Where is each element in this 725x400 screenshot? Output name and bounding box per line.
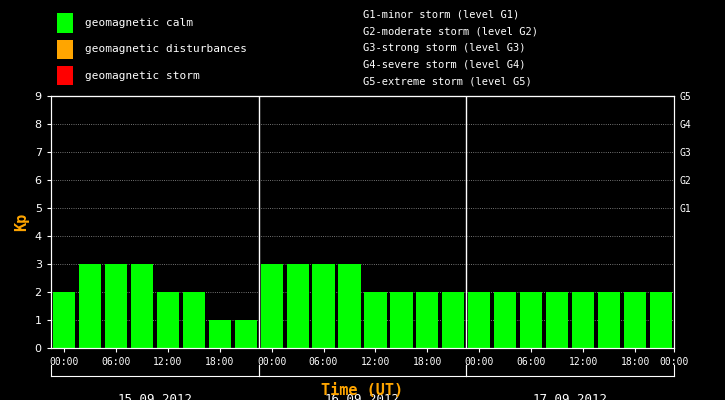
Text: G3-strong storm (level G3): G3-strong storm (level G3) [362, 43, 525, 53]
Bar [494, 292, 516, 348]
Bar [57, 40, 72, 59]
Bar [624, 292, 646, 348]
Text: 15.09.2012: 15.09.2012 [117, 393, 192, 400]
Y-axis label: Kp: Kp [14, 213, 29, 231]
Bar [286, 264, 309, 348]
Bar [547, 292, 568, 348]
Bar [183, 292, 204, 348]
Bar [442, 292, 465, 348]
Bar [598, 292, 621, 348]
Bar [391, 292, 413, 348]
Bar [57, 66, 72, 86]
Bar [104, 264, 127, 348]
Bar [312, 264, 334, 348]
Bar [157, 292, 178, 348]
Bar [130, 264, 153, 348]
Bar [650, 292, 672, 348]
Bar [209, 320, 231, 348]
Bar [339, 264, 360, 348]
Text: geomagnetic disturbances: geomagnetic disturbances [85, 44, 247, 54]
Text: 17.09.2012: 17.09.2012 [533, 393, 608, 400]
Bar [521, 292, 542, 348]
Text: geomagnetic storm: geomagnetic storm [85, 71, 200, 81]
Bar [79, 264, 101, 348]
Text: Time (UT): Time (UT) [321, 383, 404, 398]
Text: 16.09.2012: 16.09.2012 [325, 393, 400, 400]
Text: G1-minor storm (level G1): G1-minor storm (level G1) [362, 10, 519, 20]
Text: G5-extreme storm (level G5): G5-extreme storm (level G5) [362, 77, 531, 87]
Bar [416, 292, 439, 348]
Bar [235, 320, 257, 348]
Text: G2-moderate storm (level G2): G2-moderate storm (level G2) [362, 26, 537, 36]
Bar [260, 264, 283, 348]
Bar [572, 292, 594, 348]
Bar [365, 292, 386, 348]
Text: geomagnetic calm: geomagnetic calm [85, 18, 193, 28]
Bar [57, 13, 72, 33]
Text: G4-severe storm (level G4): G4-severe storm (level G4) [362, 60, 525, 70]
Bar [53, 292, 75, 348]
Bar [468, 292, 490, 348]
